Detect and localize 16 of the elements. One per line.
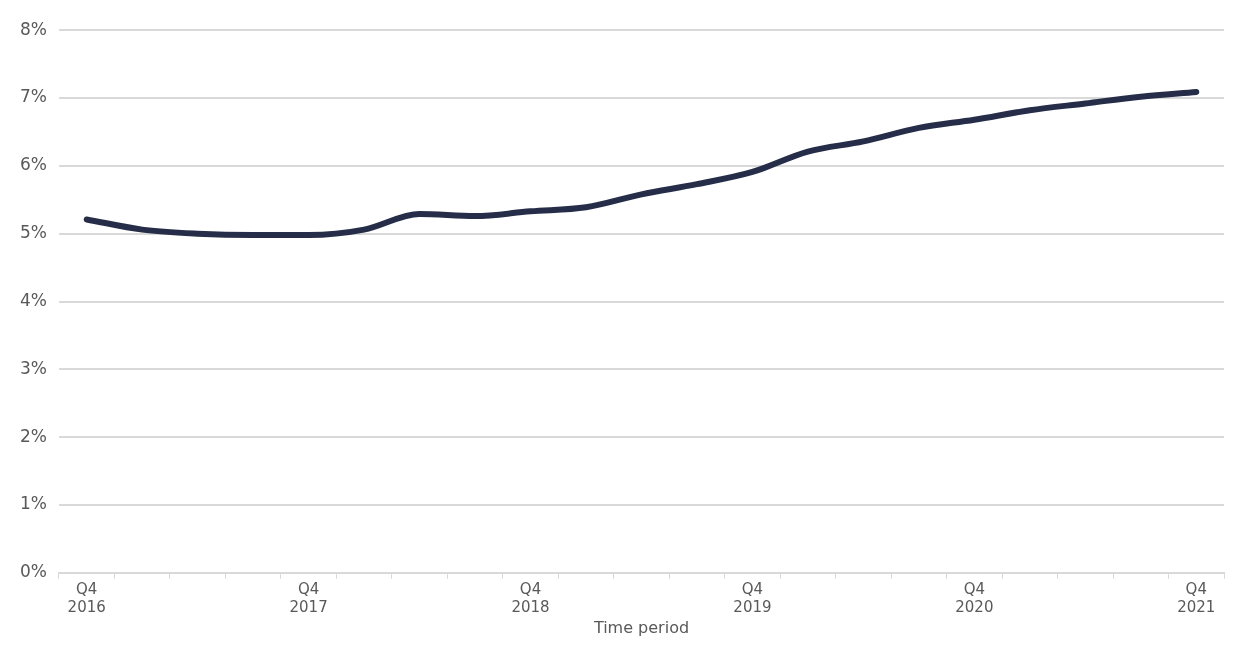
y-tick-label: 4%: [19, 289, 47, 310]
y-tick-label: 7%: [19, 86, 47, 107]
y-tick-label: 3%: [19, 357, 47, 378]
y-tick-label: 1%: [19, 493, 47, 514]
x-tick-label: Q4 2016: [67, 579, 106, 616]
y-tick-label: 6%: [19, 154, 47, 175]
x-tick-label: Q4 2019: [733, 579, 772, 616]
y-tick-label: 5%: [19, 222, 47, 243]
y-tick-label: 2%: [19, 425, 47, 446]
x-tick-label: Q4 2020: [955, 579, 994, 616]
y-tick-label: 8%: [19, 18, 47, 39]
x-tick-label: Q4 2021: [1177, 579, 1216, 616]
x-tick-label: Q4 2018: [511, 579, 550, 616]
y-tick-label: 0%: [19, 561, 47, 582]
x-axis-title: Time period: [592, 617, 690, 637]
x-tick-label: Q4 2017: [289, 579, 328, 616]
